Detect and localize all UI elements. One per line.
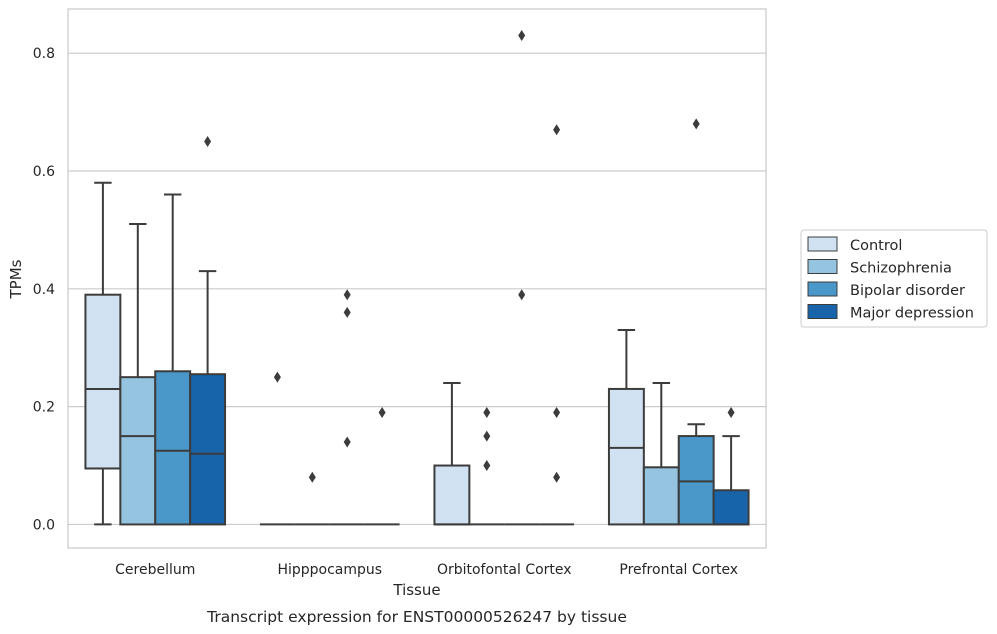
box-group <box>433 382 471 526</box>
chart-caption: Transcript expression for ENST0000052624… <box>206 608 627 626</box>
box-group <box>642 382 680 526</box>
box <box>433 464 471 526</box>
outlier-point <box>692 118 700 130</box>
y-tick-label: 0.0 <box>33 517 55 533</box>
outlier-point <box>273 371 281 383</box>
y-tick-label: 0.8 <box>33 46 55 62</box>
box-group <box>119 223 157 526</box>
outlier-point <box>553 124 561 136</box>
box-group <box>677 118 715 526</box>
y-tick-label: 0.4 <box>33 282 55 298</box>
box-layer <box>84 30 750 526</box>
outlier-point <box>378 407 386 419</box>
box <box>119 376 157 526</box>
legend-swatch <box>807 304 838 319</box>
outlier-point <box>518 289 526 301</box>
legend-swatch <box>807 281 838 297</box>
legend-label: Bipolar disorder <box>850 283 965 299</box>
legend-swatch <box>807 236 838 252</box>
outlier-point <box>343 306 351 318</box>
box-group <box>712 407 750 526</box>
box <box>712 489 750 526</box>
plot-frame <box>67 8 767 549</box>
outlier-point <box>483 430 491 442</box>
box-group <box>154 193 192 526</box>
legend-label: Schizophrenia <box>850 261 952 277</box>
box-group <box>84 181 122 526</box>
legend: Control Schizophrenia Bipolar disorder Majo… <box>800 229 988 328</box>
box-group <box>607 329 645 526</box>
outlier-point <box>483 407 491 419</box>
outlier-point <box>308 471 316 483</box>
outlier-point <box>483 460 491 472</box>
x-tick-label: Hipppocampus <box>277 562 382 578</box>
x-tick-label: Prefrontal Cortex <box>619 562 738 578</box>
box-group <box>469 407 505 526</box>
x-axis-title: Tissue <box>392 581 440 599</box>
outlier-point <box>204 136 212 148</box>
box-group <box>364 407 400 526</box>
y-tick-label: 0.2 <box>33 400 55 416</box>
y-tick-labels: 0.0 0.2 0.4 0.6 0.8 <box>33 46 55 533</box>
box-group <box>539 124 575 526</box>
outlier-point <box>727 407 735 419</box>
legend-label: Control <box>850 238 902 254</box>
x-tick-labels: Cerebellum Hipppocampus Orbitofontal Corte… <box>115 562 738 578</box>
box <box>84 293 122 470</box>
box <box>677 435 715 526</box>
legend-frame <box>800 229 988 328</box>
legend-swatch <box>807 259 838 274</box>
y-tick-label: 0.6 <box>33 164 55 180</box>
outlier-point <box>553 407 561 419</box>
box-group <box>189 136 227 526</box>
outlier-point <box>343 289 351 301</box>
outlier-point <box>553 471 561 483</box>
outlier-point <box>343 436 351 448</box>
box-group <box>329 289 365 526</box>
legend-label: Major depression <box>850 306 974 322</box>
box-group <box>259 371 295 526</box>
box-group <box>504 30 540 526</box>
box <box>189 373 227 526</box>
box <box>607 387 645 526</box>
box-group <box>294 471 330 526</box>
y-axis-title: TPMs <box>7 259 25 299</box>
box <box>154 370 192 526</box>
x-tick-label: Orbitofontal Cortex <box>437 562 572 578</box>
x-tick-label: Cerebellum <box>115 562 195 578</box>
box <box>642 466 680 526</box>
outlier-point <box>518 30 526 42</box>
